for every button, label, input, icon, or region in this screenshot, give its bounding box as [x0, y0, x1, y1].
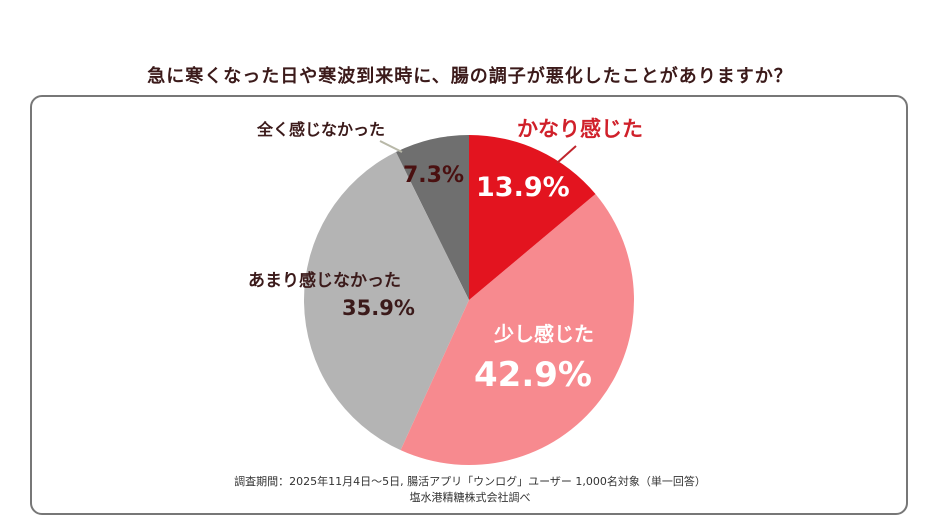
pie-slice-1 [400, 194, 635, 465]
pie-slice-2 [304, 152, 469, 451]
leader-line-mattaku [379, 140, 403, 153]
slice-label-sukoshi: 少し感じた [494, 322, 594, 346]
slice-value-sukoshi: 42.9% [474, 355, 592, 395]
pie-slice-0 [469, 135, 596, 300]
slice-value-kanari: 13.9% [476, 172, 570, 203]
slice-value-amari: 35.9% [342, 296, 415, 320]
survey-note-line1: 調査期間：2025年11月4日～5日, 腸活アプリ「ウンログ」ユーザー 1,00… [234, 475, 706, 488]
leader-line-kanari [556, 145, 577, 164]
slice-label-mattaku: 全く感じなかった [257, 120, 386, 139]
survey-note-line2: 塩水港精糖株式会社調べ [409, 491, 531, 504]
survey-note: 調査期間：2025年11月4日～5日, 腸活アプリ「ウンログ」ユーザー 1,00… [0, 474, 940, 506]
chart-frame [30, 95, 908, 515]
chart-title: 急に寒くなった日や寒波到来時に、腸の調子が悪化したことがありますか？ [147, 66, 793, 87]
slice-label-kanari: かなり感じた [517, 117, 643, 141]
slice-label-amari: あまり感じなかった [248, 271, 401, 291]
slice-value-mattaku: 7.3% [403, 163, 465, 188]
pie-slice-3 [395, 135, 469, 300]
